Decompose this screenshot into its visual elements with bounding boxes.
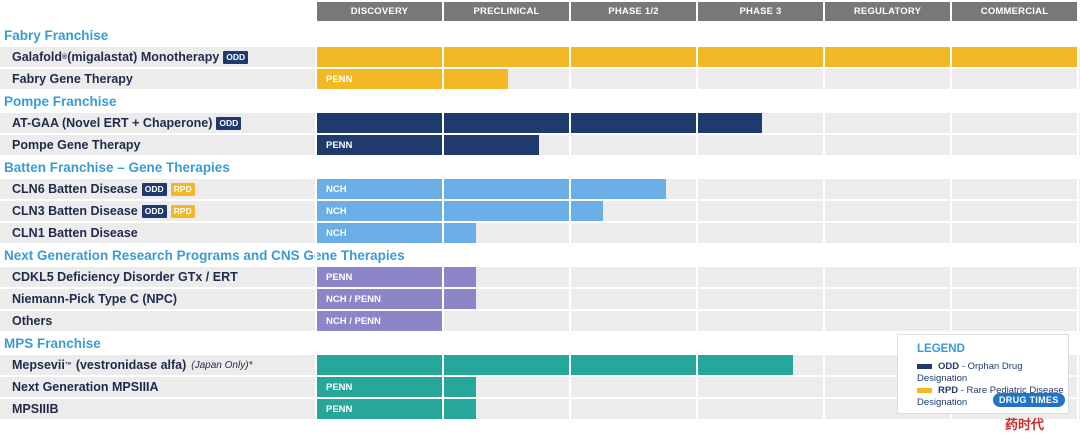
program-label: Mepsevii ™ (vestronidase alfa) (Japan Only)…: [12, 355, 252, 375]
program-name: CLN3 Batten Disease: [12, 204, 138, 218]
program-bar: [317, 113, 762, 133]
franchise-title: MPS Franchise: [4, 335, 101, 351]
program-name: Fabry Gene Therapy: [12, 72, 133, 86]
column-divider: [315, 0, 317, 442]
legend-item-rpd: RPD - Rare Pediatric Disease Designation: [917, 385, 1068, 409]
program-name: Pompe Gene Therapy: [12, 138, 141, 152]
program-bar: [317, 377, 476, 397]
rpd-badge: RPD: [170, 204, 195, 218]
column-divider: [569, 0, 571, 442]
odd-badge: ODD: [216, 116, 242, 130]
program-row-bg: [0, 223, 1080, 243]
trademark-mark: ®: [62, 53, 68, 61]
legend-swatch-odd: [917, 363, 932, 369]
program-bar: [317, 69, 508, 89]
program-label: Others: [12, 311, 52, 331]
column-divider: [1077, 0, 1079, 442]
bar-label: PENN: [326, 403, 353, 415]
program-name: MPSIIIB: [12, 402, 59, 416]
legend-text-rpd: - Rare Pediatric Disease Designation: [917, 385, 1064, 408]
program-row-bg: [0, 267, 1080, 287]
program-bar: [317, 399, 476, 419]
program-label: CLN6 Batten Disease ODD RPD: [12, 179, 195, 199]
franchise-title: Batten Franchise – Gene Therapies: [4, 159, 230, 175]
bar-label: NCH / PENN: [326, 293, 381, 305]
program-name: Mepsevii: [12, 358, 65, 372]
trademark-mark: ™: [64, 361, 72, 369]
program-row-bg: [0, 289, 1080, 309]
bar-label: NCH: [326, 183, 347, 195]
program-label: CDKL5 Deficiency Disorder GTx / ERT: [12, 267, 238, 287]
rpd-badge: RPD: [170, 182, 195, 196]
watermark-logo: DRUG TIMES: [993, 393, 1065, 407]
program-row-bg: [0, 399, 1080, 419]
program-row-bg: [0, 69, 1080, 89]
program-bar: [317, 223, 476, 243]
bar-label: PENN: [326, 381, 353, 393]
program-label: Niemann-Pick Type C (NPC): [12, 289, 177, 309]
column-divider: [823, 0, 825, 442]
program-label: Galafold ® (migalastat) Monotherapy ODD: [12, 47, 249, 67]
odd-badge: ODD: [141, 182, 167, 196]
program-label: MPSIIIB: [12, 399, 59, 419]
bar-label: NCH: [326, 205, 347, 217]
program-bar: [317, 135, 539, 155]
phase-header: PHASE 3: [698, 2, 823, 21]
program-bar: [317, 201, 603, 221]
legend-item-odd: ODD - Orphan Drug Designation: [917, 361, 1068, 385]
program-name: AT-GAA (Novel ERT + Chaperone): [12, 116, 213, 130]
program-name: Next Generation MPSIIIA: [12, 380, 159, 394]
program-name: CLN1 Batten Disease: [12, 226, 138, 240]
bar-label: PENN: [326, 271, 353, 283]
program-label: CLN3 Batten Disease ODD RPD: [12, 201, 195, 221]
phase-header: COMMERCIAL: [952, 2, 1077, 21]
program-name: Galafold: [12, 50, 63, 64]
program-bar: [317, 179, 666, 199]
program-row-bg: [0, 311, 1080, 331]
odd-badge: ODD: [223, 50, 249, 64]
legend-swatch-rpd: [917, 387, 932, 393]
program-bar: [317, 47, 1079, 67]
program-label: Fabry Gene Therapy: [12, 69, 133, 89]
program-name-rest: (vestronidase alfa): [75, 358, 187, 372]
legend-code-odd: ODD: [938, 361, 960, 372]
franchise-title: Fabry Franchise: [4, 27, 109, 43]
phase-header: DISCOVERY: [317, 2, 442, 21]
legend-title: LEGEND: [917, 343, 965, 355]
program-row-bg: [0, 135, 1080, 155]
program-row-bg: [0, 377, 1080, 397]
program-bar: [317, 355, 793, 375]
legend-code-rpd: RPD: [938, 385, 959, 396]
program-name: CDKL5 Deficiency Disorder GTx / ERT: [12, 270, 238, 284]
bar-label: NCH / PENN: [326, 315, 381, 327]
program-bar: [317, 311, 444, 331]
bar-label: PENN: [326, 139, 353, 151]
watermark-text: 药时代: [1005, 417, 1045, 432]
program-bar: [317, 289, 476, 309]
program-name-rest: (migalastat) Monotherapy: [67, 50, 220, 64]
phase-header: REGULATORY: [825, 2, 950, 21]
program-name: Niemann-Pick Type C (NPC): [12, 292, 178, 306]
franchise-title: Pompe Franchise: [4, 93, 117, 109]
program-bar: [317, 267, 476, 287]
program-name: Others: [12, 314, 53, 328]
program-note: (Japan Only)*: [191, 359, 253, 371]
program-label: AT-GAA (Novel ERT + Chaperone) ODD: [12, 113, 242, 133]
phase-header: PHASE 1/2: [571, 2, 696, 21]
odd-badge: ODD: [141, 204, 167, 218]
column-divider: [696, 0, 698, 442]
phase-header: PRECLINICAL: [444, 2, 569, 21]
column-divider: [950, 0, 952, 442]
bar-label: PENN: [326, 73, 353, 85]
program-name: CLN6 Batten Disease: [12, 182, 138, 196]
column-divider: [442, 0, 444, 442]
franchise-title: Next Generation Research Programs and CN…: [4, 247, 405, 263]
program-label: CLN1 Batten Disease: [12, 223, 138, 243]
program-label: Next Generation MPSIIIA: [12, 377, 159, 397]
bar-label: NCH: [326, 227, 347, 239]
legend-text-odd: - Orphan Drug Designation: [917, 361, 1023, 384]
program-label: Pompe Gene Therapy: [12, 135, 141, 155]
